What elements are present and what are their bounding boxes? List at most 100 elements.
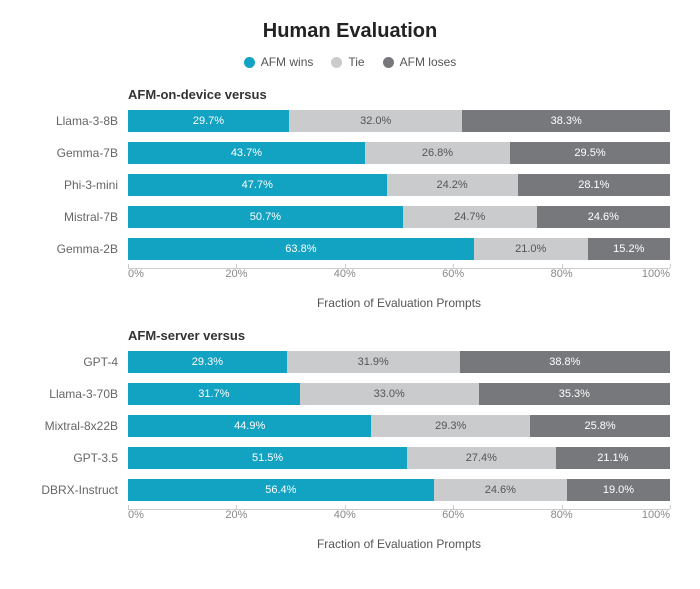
bar-row: Llama-3-8B29.7%32.0%38.3% xyxy=(30,108,670,134)
seg-wins: 50.7% xyxy=(128,206,403,228)
seg-loses: 25.8% xyxy=(530,415,670,437)
seg-value: 26.8% xyxy=(422,147,453,159)
x-tick: 100% xyxy=(642,268,670,280)
x-tick: 60% xyxy=(442,509,464,521)
seg-tie: 24.6% xyxy=(434,479,567,501)
seg-value: 43.7% xyxy=(231,147,262,159)
x-tick: 20% xyxy=(225,509,247,521)
row-label: Gemma-7B xyxy=(30,146,128,160)
seg-value: 38.8% xyxy=(549,356,580,368)
row-label: Mistral-7B xyxy=(30,210,128,224)
legend-item-wins: AFM wins xyxy=(244,55,314,69)
seg-loses: 21.1% xyxy=(556,447,670,469)
seg-value: 32.0% xyxy=(360,115,391,127)
legend-label-tie: Tie xyxy=(348,55,364,69)
seg-wins: 43.7% xyxy=(128,142,365,164)
seg-value: 44.9% xyxy=(234,420,265,432)
row-label: GPT-3.5 xyxy=(30,451,128,465)
seg-value: 27.4% xyxy=(466,452,497,464)
seg-value: 51.5% xyxy=(252,452,283,464)
x-tick: 0% xyxy=(128,268,144,280)
x-tick: 0% xyxy=(128,509,144,521)
section-title: AFM-server versus xyxy=(128,328,670,343)
legend-item-tie: Tie xyxy=(331,55,364,69)
row-label: DBRX-Instruct xyxy=(30,483,128,497)
seg-tie: 29.3% xyxy=(371,415,530,437)
bar-row: Gemma-7B43.7%26.8%29.5% xyxy=(30,140,670,166)
seg-value: 35.3% xyxy=(559,388,590,400)
seg-wins: 29.3% xyxy=(128,351,287,373)
chart-section: AFM-server versusGPT-429.3%31.9%38.8%Lla… xyxy=(30,328,670,551)
seg-tie: 32.0% xyxy=(289,110,462,132)
seg-tie: 24.2% xyxy=(387,174,518,196)
seg-value: 24.6% xyxy=(485,484,516,496)
x-axis: 0%20%40%60%80%100%Fraction of Evaluation… xyxy=(128,509,670,551)
seg-value: 31.9% xyxy=(358,356,389,368)
bar-track: 29.7% 32.0% 38.3% xyxy=(128,110,670,132)
bar-track: 31.7% 33.0% 35.3% xyxy=(128,383,670,405)
bar-row: Gemma-2B63.8%21.0%15.2% xyxy=(30,236,670,262)
x-axis-label: Fraction of Evaluation Prompts xyxy=(128,537,670,551)
x-tick: 60% xyxy=(442,268,464,280)
seg-value: 38.3% xyxy=(551,115,582,127)
seg-wins: 63.8% xyxy=(128,238,474,260)
seg-wins: 51.5% xyxy=(128,447,407,469)
x-tick: 80% xyxy=(551,268,573,280)
seg-loses: 15.2% xyxy=(588,238,670,260)
row-label: GPT-4 xyxy=(30,355,128,369)
x-axis-line: 0%20%40%60%80%100% xyxy=(128,509,670,523)
row-label: Mixtral-8x22B xyxy=(30,419,128,433)
x-axis-label: Fraction of Evaluation Prompts xyxy=(128,296,670,310)
bar-track: 47.7% 24.2% 28.1% xyxy=(128,174,670,196)
x-axis-line: 0% 20% 40% 60% 80% 100% xyxy=(128,268,670,282)
seg-loses: 28.1% xyxy=(518,174,670,196)
seg-wins: 31.7% xyxy=(128,383,300,405)
seg-wins: 29.7% xyxy=(128,110,289,132)
bar-track: 44.9% 29.3% 25.8% xyxy=(128,415,670,437)
seg-value: 25.8% xyxy=(584,420,615,432)
seg-value: 24.7% xyxy=(454,211,485,223)
bar-track: 29.3% 31.9% 38.8% xyxy=(128,351,670,373)
legend-item-loses: AFM loses xyxy=(383,55,457,69)
seg-wins: 44.9% xyxy=(128,415,371,437)
seg-value: 24.2% xyxy=(437,179,468,191)
row-label: Llama-3-70B xyxy=(30,387,128,401)
seg-value: 47.7% xyxy=(242,179,273,191)
bar-row: GPT-3.5 51.5% 27.4% 21.1% xyxy=(30,445,670,471)
rows-holder: GPT-429.3%31.9%38.8%Llama-3-70B31.7%33.0… xyxy=(30,349,670,503)
bar-track: 43.7%26.8%29.5% xyxy=(128,142,670,164)
seg-value: 33.0% xyxy=(374,388,405,400)
seg-loses: 35.3% xyxy=(479,383,670,405)
seg-wins: 56.4% xyxy=(128,479,434,501)
bar-row: Mixtral-8x22B 44.9% 29.3% 25.8% xyxy=(30,413,670,439)
seg-tie: 33.0% xyxy=(300,383,479,405)
row-label: Phi-3-mini xyxy=(30,178,128,192)
legend-swatch-wins xyxy=(244,57,255,68)
seg-value: 28.1% xyxy=(578,179,609,191)
bar-row: GPT-429.3% 31.9% 38.8% xyxy=(30,349,670,375)
chart-body: AFM-on-device versusLlama-3-8B29.7%32.0%… xyxy=(30,87,670,551)
bar-track: 50.7%24.7%24.6% xyxy=(128,206,670,228)
bar-row: Llama-3-70B31.7% 33.0% 35.3% xyxy=(30,381,670,407)
seg-wins: 47.7% xyxy=(128,174,387,196)
seg-value: 19.0% xyxy=(603,484,634,496)
seg-value: 63.8% xyxy=(285,243,316,255)
x-tick: 40% xyxy=(334,509,356,521)
bar-track: 56.4% 24.6% 19.0% xyxy=(128,479,670,501)
x-axis: 0% 20% 40% 60% 80% 100% Fraction of Evaluation… xyxy=(128,268,670,310)
seg-value: 29.3% xyxy=(435,420,466,432)
bar-row: Phi-3-mini 47.7% 24.2% 28.1% xyxy=(30,172,670,198)
chart-section: AFM-on-device versusLlama-3-8B29.7%32.0%… xyxy=(30,87,670,310)
seg-loses: 38.3% xyxy=(462,110,670,132)
legend-label-loses: AFM loses xyxy=(400,55,457,69)
seg-tie: 27.4% xyxy=(407,447,556,469)
row-label: Gemma-2B xyxy=(30,242,128,256)
x-tick: 40% xyxy=(334,268,356,280)
legend-swatch-tie xyxy=(331,57,342,68)
bar-row: Mistral-7B50.7%24.7%24.6% xyxy=(30,204,670,230)
bar-track: 63.8%21.0%15.2% xyxy=(128,238,670,260)
legend-swatch-loses xyxy=(383,57,394,68)
rows-holder: Llama-3-8B29.7%32.0%38.3%Gemma-7B43.7%26… xyxy=(30,108,670,262)
x-tick: 20% xyxy=(225,268,247,280)
seg-value: 21.1% xyxy=(597,452,628,464)
